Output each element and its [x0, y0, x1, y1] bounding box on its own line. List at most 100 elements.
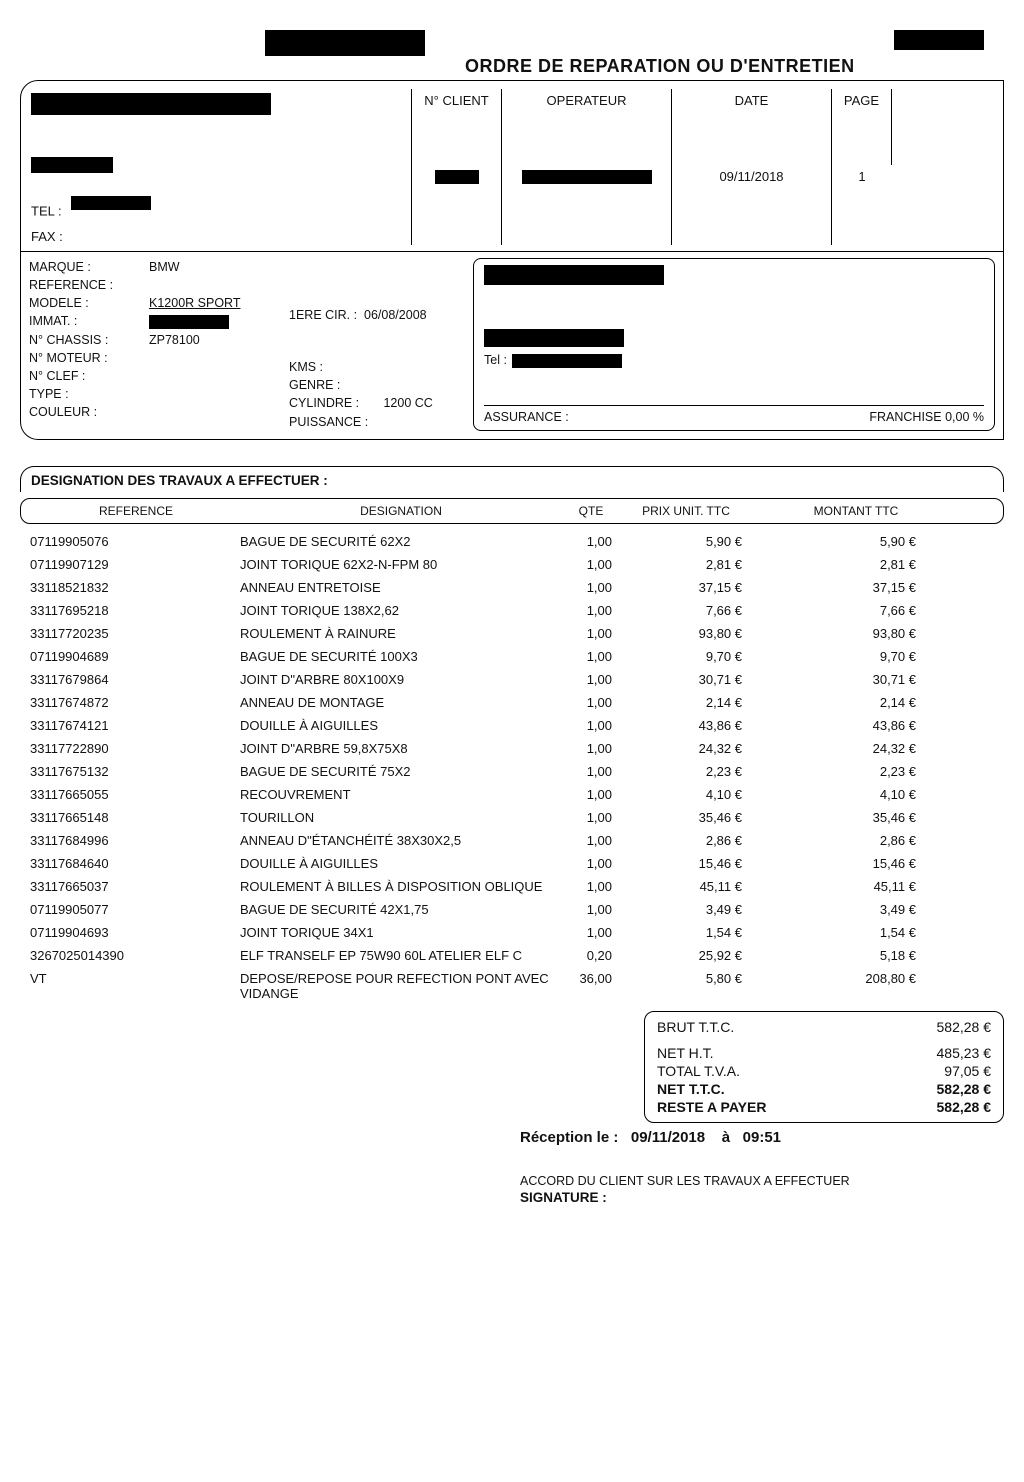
redacted-block — [31, 157, 113, 173]
value-marque: BMW — [149, 258, 289, 276]
assurance-label: ASSURANCE : — [484, 410, 569, 424]
item-pu: 1,54 € — [620, 925, 750, 940]
item-ref: 07119904689 — [30, 649, 240, 664]
redacted-block — [31, 93, 271, 115]
reception-date: 09/11/2018 — [631, 1129, 705, 1146]
item-mt: 93,80 € — [790, 626, 920, 641]
tva-label: TOTAL T.V.A. — [657, 1063, 740, 1079]
item-row: 07119905076BAGUE DE SECURITÉ 62X21,005,9… — [30, 530, 994, 553]
item-ref: 33117684640 — [30, 856, 240, 871]
item-pu: 35,46 € — [620, 810, 750, 825]
item-mt: 3,49 € — [790, 902, 920, 917]
item-mt: 45,11 € — [790, 879, 920, 894]
label-type: TYPE : — [29, 385, 149, 403]
item-mt: 9,70 € — [790, 649, 920, 664]
item-pu: 93,80 € — [620, 626, 750, 641]
item-pu: 3,49 € — [620, 902, 750, 917]
item-mt: 208,80 € — [790, 971, 920, 1001]
label-1ere-cir: 1ERE CIR. : — [289, 308, 357, 322]
item-mt: 5,18 € — [790, 948, 920, 963]
tel-line: TEL : — [31, 196, 411, 228]
item-des: JOINT TORIQUE 34X1 — [240, 925, 560, 940]
vehicle-box: MARQUE : REFERENCE : MODELE : IMMAT. : N… — [20, 252, 1004, 440]
item-qte: 36,00 — [560, 971, 620, 1001]
net-ht-label: NET H.T. — [657, 1045, 714, 1061]
header-operateur-label: OPERATEUR — [502, 89, 672, 165]
item-qte: 1,00 — [560, 672, 620, 687]
col-montant: MONTANT TTC — [791, 504, 921, 518]
header-nclient-value — [412, 165, 502, 245]
reception-line: Réception le : 09/11/2018 à 09:51 — [520, 1129, 1004, 1146]
redacted-block — [149, 315, 229, 329]
item-row: 33117665055RECOUVREMENT1,004,10 €4,10 € — [30, 783, 994, 806]
header-page-label: PAGE — [832, 89, 892, 165]
item-qte: 1,00 — [560, 580, 620, 595]
value-chassis: ZP78100 — [149, 331, 289, 349]
redacted-block — [435, 170, 479, 184]
item-des: JOINT TORIQUE 62X2-N-FPM 80 — [240, 557, 560, 572]
redacted-block — [484, 329, 624, 347]
item-ref: 07119907129 — [30, 557, 240, 572]
items-list: 07119905076BAGUE DE SECURITÉ 62X21,005,9… — [20, 524, 1004, 1005]
item-mt: 30,71 € — [790, 672, 920, 687]
item-pu: 25,92 € — [620, 948, 750, 963]
fax-label: FAX : — [31, 229, 63, 244]
label-clef: N° CLEF : — [29, 367, 149, 385]
header-box: TEL : FAX : N° CLIENT OPERATEUR DATE PAG… — [20, 80, 1004, 252]
reste-label: RESTE A PAYER — [657, 1099, 766, 1115]
item-mt: 37,15 € — [790, 580, 920, 595]
item-pu: 7,66 € — [620, 603, 750, 618]
brut-label: BRUT T.T.C. — [657, 1019, 734, 1035]
item-pu: 5,80 € — [620, 971, 750, 1001]
item-des: DOUILLE À AIGUILLES — [240, 718, 560, 733]
item-mt: 7,66 € — [790, 603, 920, 618]
item-ref: 33117674872 — [30, 695, 240, 710]
header-date-value: 09/11/2018 — [672, 165, 832, 245]
item-row: 33117679864JOINT D"ARBRE 80X100X91,00 30,… — [30, 668, 994, 691]
item-mt: 15,46 € — [790, 856, 920, 871]
item-pu: 2,14 € — [620, 695, 750, 710]
item-qte: 1,00 — [560, 557, 620, 572]
item-qte: 1,00 — [560, 718, 620, 733]
label-marque: MARQUE : — [29, 258, 149, 276]
header-nclient-label: N° CLIENT — [412, 89, 502, 165]
item-row: VTDEPOSE/REPOSE POUR REFECTION PONT AVEC… — [30, 967, 994, 1005]
item-row: 07119904693JOINT TORIQUE 34X11,001,54 €1… — [30, 921, 994, 944]
item-ref: 33117665037 — [30, 879, 240, 894]
item-mt: 2,23 € — [790, 764, 920, 779]
item-qte: 1,00 — [560, 902, 620, 917]
value-1ere-cir: 06/08/2008 — [364, 308, 427, 322]
item-des: JOINT TORIQUE 138X2,62 — [240, 603, 560, 618]
item-mt: 2,81 € — [790, 557, 920, 572]
item-pu: 37,15 € — [620, 580, 750, 595]
redacted-block — [71, 196, 151, 210]
column-headers: REFERENCE DESIGNATION QTE PRIX UNIT. TTC… — [20, 498, 1004, 524]
item-qte: 1,00 — [560, 925, 620, 940]
item-des: ANNEAU ENTRETOISE — [240, 580, 560, 595]
item-pu: 43,86 € — [620, 718, 750, 733]
item-des: BAGUE DE SECURITÉ 75X2 — [240, 764, 560, 779]
item-qte: 1,00 — [560, 626, 620, 641]
item-row: 07119905077BAGUE DE SECURITÉ 42X1,751,00… — [30, 898, 994, 921]
item-des: DEPOSE/REPOSE POUR REFECTION PONT AVEC V… — [240, 971, 560, 1001]
franchise-value: 0,00 % — [945, 410, 984, 424]
item-row: 33117722890JOINT D"ARBRE 59,8X75X81,0024… — [30, 737, 994, 760]
item-ref: 33117679864 — [30, 672, 240, 687]
label-modele: MODELE : — [29, 294, 149, 312]
item-ref: 07119905076 — [30, 534, 240, 549]
label-puissance: PUISSANCE : — [289, 413, 469, 431]
net-ht-value: 485,23 € — [937, 1045, 992, 1061]
item-ref: 33117695218 — [30, 603, 240, 618]
item-mt: 1,54 € — [790, 925, 920, 940]
item-des: ELF TRANSELF EP 75W90 60L ATELIER ELF C — [240, 948, 560, 963]
item-row: 33117674121DOUILLE À AIGUILLES1,0043,86 … — [30, 714, 994, 737]
redacted-block — [512, 354, 622, 368]
tel-label: TEL : — [31, 203, 62, 218]
label-cylindre: CYLINDRE : — [289, 396, 359, 410]
item-qte: 1,00 — [560, 534, 620, 549]
label-chassis: N° CHASSIS : — [29, 331, 149, 349]
item-des: ROULEMENT À RAINURE — [240, 626, 560, 641]
item-pu: 9,70 € — [620, 649, 750, 664]
item-qte: 1,00 — [560, 764, 620, 779]
item-des: JOINT D"ARBRE 80X100X9 — [240, 672, 560, 687]
